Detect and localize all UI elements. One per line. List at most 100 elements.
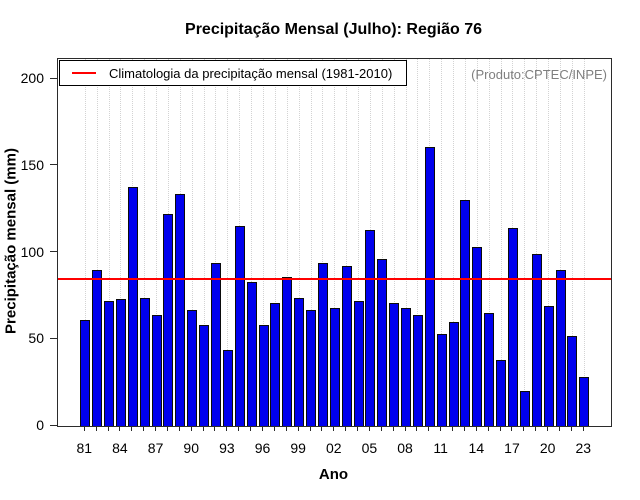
gridline-2009: [417, 59, 419, 426]
x-tick: [273, 426, 275, 431]
bar-1982: [92, 270, 103, 426]
x-tick-label: 17: [504, 440, 520, 456]
x-tick: [333, 426, 335, 431]
bar-1999: [294, 298, 305, 426]
bar-2010: [424, 147, 435, 426]
gridline-1984: [120, 59, 122, 426]
gridline-1998: [286, 59, 288, 426]
bar-2008: [401, 308, 412, 426]
gridline-2015: [488, 59, 490, 426]
x-tick: [440, 426, 442, 431]
gridline-2016: [500, 59, 502, 426]
x-tick-label: 93: [219, 440, 235, 456]
x-tick: [428, 426, 430, 431]
bar-2019: [531, 254, 542, 426]
gridline-1997: [274, 59, 276, 426]
x-tick: [487, 426, 489, 431]
bar-2009: [412, 315, 423, 426]
x-tick: [380, 426, 382, 431]
climatology-line: [58, 277, 611, 280]
x-tick: [321, 426, 323, 431]
x-tick-label: 84: [112, 440, 128, 456]
x-tick: [499, 426, 501, 431]
x-tick: [475, 426, 477, 431]
bar-2012: [448, 322, 459, 426]
x-tick: [250, 426, 252, 431]
y-tick-label: 200: [20, 70, 44, 86]
bar-2000: [306, 310, 317, 426]
x-tick: [570, 426, 572, 431]
gridline-2023: [583, 59, 585, 426]
gridline-2004: [358, 59, 360, 426]
gridline-1983: [108, 59, 110, 426]
x-tick: [131, 426, 133, 431]
gridline-2007: [393, 59, 395, 426]
bar-1998: [282, 277, 293, 426]
x-tick: [226, 426, 228, 431]
bar-1994: [234, 226, 245, 426]
bar-1988: [163, 214, 174, 426]
legend-label: Climatologia da precipitação mensal (198…: [109, 65, 393, 81]
gridline-2011: [441, 59, 443, 426]
x-tick: [523, 426, 525, 431]
gridline-2008: [405, 59, 407, 426]
bar-2004: [353, 301, 364, 426]
gridline-2022: [571, 59, 573, 426]
bar-1996: [258, 325, 269, 426]
plot-area: [57, 58, 612, 427]
gridline-1992: [215, 59, 217, 426]
x-tick: [392, 426, 394, 431]
bar-2006: [377, 259, 388, 426]
bar-2018: [519, 391, 530, 426]
x-tick-label: 23: [575, 440, 592, 456]
bar-2020: [543, 306, 554, 426]
x-tick: [285, 426, 287, 431]
x-tick: [178, 426, 180, 431]
gridline-1995: [251, 59, 253, 426]
x-tick: [535, 426, 537, 431]
gridline-1991: [203, 59, 205, 426]
gridline-2019: [536, 59, 538, 426]
gridline-2021: [560, 59, 561, 426]
x-tick: [357, 426, 359, 431]
gridline-1981: [84, 59, 86, 426]
bar-1992: [210, 263, 221, 426]
gridline-2000: [310, 59, 312, 426]
gridline-2014: [476, 59, 478, 426]
gridline-1990: [191, 59, 193, 426]
x-tick: [202, 426, 204, 431]
x-tick: [262, 426, 263, 431]
bar-2022: [567, 336, 578, 426]
bar-1984: [115, 299, 126, 426]
bar-1986: [139, 298, 150, 426]
x-tick: [190, 426, 192, 431]
gridline-1996: [263, 59, 264, 426]
x-tick-label: 20: [539, 440, 556, 456]
gridline-2001: [322, 59, 324, 426]
gridline-2020: [548, 59, 550, 426]
x-tick: [452, 426, 454, 431]
x-tick: [404, 426, 406, 431]
y-tick: [50, 337, 57, 339]
x-tick-label: 90: [183, 440, 199, 456]
x-tick-label: 05: [361, 440, 378, 456]
x-axis-label: Ano: [318, 466, 349, 483]
legend-box: Climatologia da precipitação mensal (198…: [59, 60, 408, 86]
x-tick-label: 02: [325, 440, 342, 456]
x-tick: [214, 426, 216, 431]
x-tick: [416, 426, 418, 431]
y-tick: [50, 424, 57, 426]
y-tick-label: 150: [20, 156, 44, 173]
x-tick: [582, 426, 584, 431]
x-tick-label: 11: [433, 440, 448, 456]
bar-2007: [389, 303, 400, 426]
bar-2016: [496, 360, 507, 426]
legend-red-line-icon: [72, 72, 96, 74]
bar-1997: [270, 303, 281, 426]
y-tick: [50, 251, 57, 252]
bar-2001: [317, 263, 328, 426]
y-tick: [50, 77, 57, 79]
x-tick-label: 99: [290, 440, 306, 456]
bar-2015: [484, 313, 495, 426]
bar-2013: [460, 200, 471, 426]
